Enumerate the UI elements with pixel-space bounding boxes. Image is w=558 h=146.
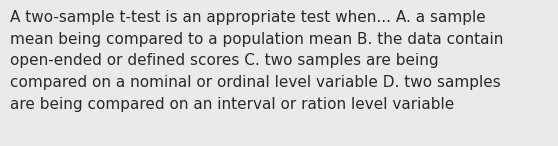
Text: A two-sample t-test is an appropriate test when... A. a sample
mean being compar: A two-sample t-test is an appropriate te… xyxy=(10,10,503,112)
